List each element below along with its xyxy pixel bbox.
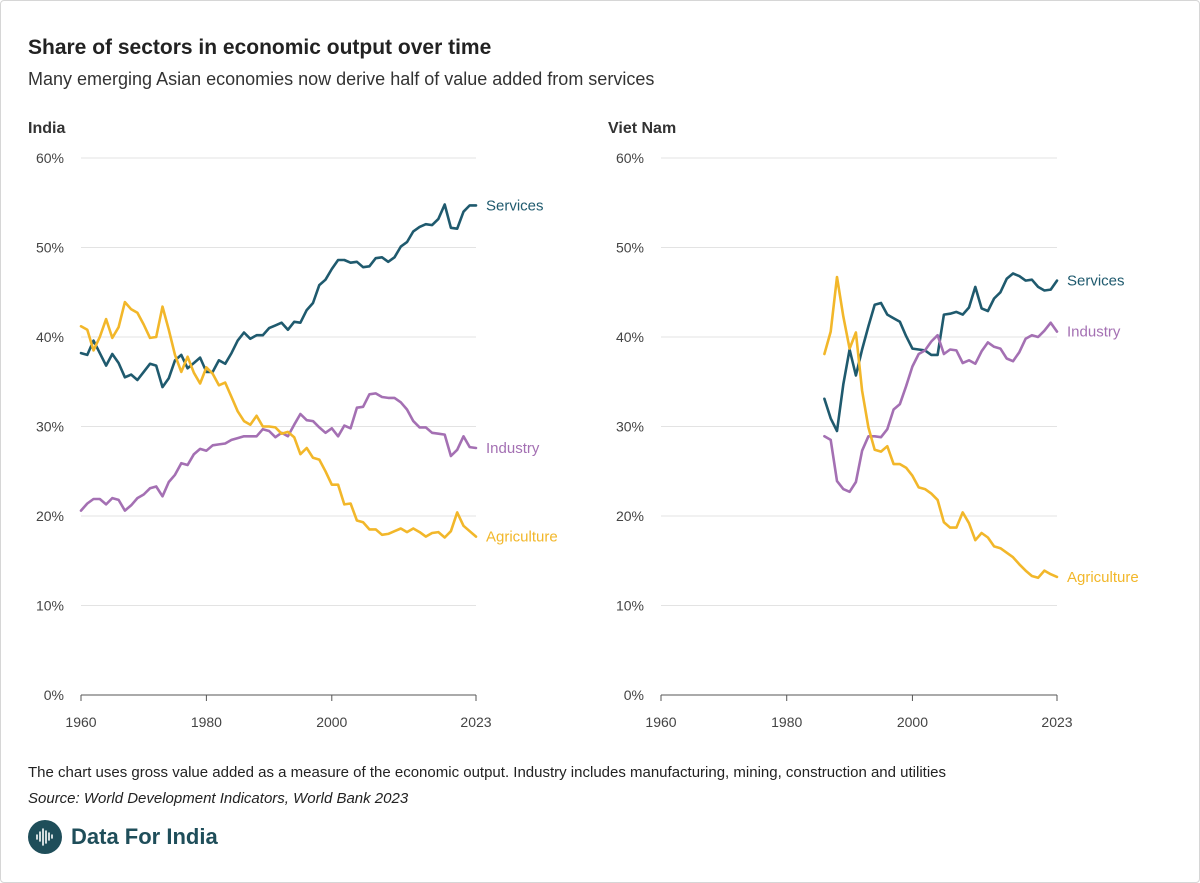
viet-nam-services-line [823,272,1059,433]
india-y-tick-label: 0% [44,687,64,703]
chart-source: Source: World Development Indicators, Wo… [28,790,409,807]
viet-nam-x-tick-label: 2000 [897,714,928,730]
viet-nam-y-tick-label: 40% [616,329,644,345]
brand-logo-icon [28,820,62,854]
brand[interactable]: Data For India [28,820,218,854]
viet-nam-x-tick-label: 1960 [645,714,676,730]
india-agriculture-label: Agriculture [486,529,558,546]
viet-nam-y-tick-label: 60% [616,150,644,166]
india-services-label: Services [486,197,544,214]
india-agriculture-line [79,300,478,539]
india-industry-label: Industry [486,440,540,457]
viet-nam-industry-label: Industry [1067,324,1121,341]
viet-nam-industry-line [823,321,1059,494]
india-y-tick-label: 10% [36,598,64,614]
line-charts: 0% 10% 20% 30% 40% 50% 60% 1960 1980 2000 2023 Serv… [36,150,1139,730]
india-y-tick-label: 20% [36,508,64,524]
panel-title-viet-nam: Viet Nam [608,120,677,137]
viet-nam-agriculture-line [823,275,1059,580]
india-y-tick-label: 40% [36,329,64,345]
india-services-line [79,203,478,389]
viet-nam-x-tick-label: 1980 [771,714,802,730]
viet-nam-y-tick-label: 10% [616,598,644,614]
india-x-tick-label: 2000 [316,714,347,730]
viet-nam-y-tick-label: 20% [616,508,644,524]
viet-nam-services-label: Services [1067,273,1125,290]
india-y-tick-label: 60% [36,150,64,166]
brand-name: Data For India [71,824,218,849]
india-x-tick-label: 1960 [65,714,96,730]
chart-note: The chart uses gross value added as a me… [28,764,947,781]
chart-subtitle: Many emerging Asian economies now derive… [28,69,655,89]
india-industry-line [79,392,478,512]
panel-title-india: India [28,120,66,137]
viet-nam-y-tick-label: 0% [624,687,644,703]
india-x-tick-label: 1980 [191,714,222,730]
india-y-tick-label: 50% [36,240,64,256]
viet-nam-x-tick-label: 2023 [1041,714,1072,730]
chart-title: Share of sectors in economic output over… [28,36,492,59]
viet-nam-agriculture-label: Agriculture [1067,569,1139,586]
india-y-tick-label: 30% [36,419,64,435]
viet-nam-y-tick-label: 30% [616,419,644,435]
viet-nam-y-tick-label: 50% [616,240,644,256]
india-x-tick-label: 2023 [460,714,491,730]
